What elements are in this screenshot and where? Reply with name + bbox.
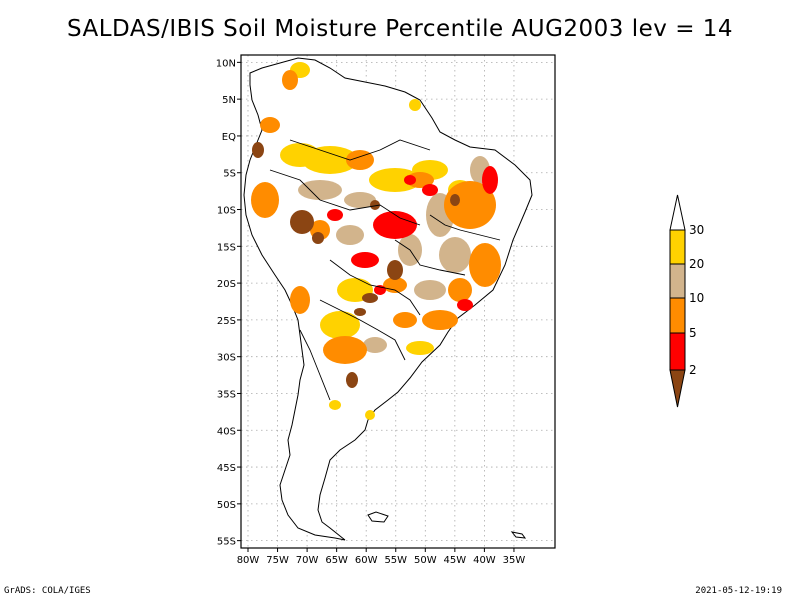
anomaly-patch (327, 209, 343, 221)
anomaly-patch (370, 200, 380, 210)
anomaly-patch (409, 99, 421, 111)
anomaly-patch (482, 166, 498, 194)
x-tick-label: 70W (296, 555, 319, 566)
anomaly-patch (329, 400, 341, 410)
anomaly-patch (351, 252, 379, 268)
anomaly-patch (346, 372, 358, 388)
anomaly-patch (469, 243, 501, 287)
x-tick-label: 35W (503, 555, 526, 566)
falkland-islands (367, 511, 389, 523)
credit-label: GrADS: COLA/IGES (4, 586, 91, 596)
y-tick-label: 10N (216, 58, 236, 69)
x-tick-label: 75W (266, 555, 289, 566)
anomaly-patch (362, 293, 378, 303)
y-tick-label: 5N (222, 95, 236, 106)
y-tick-label: 50S (217, 500, 236, 511)
x-tick-label: 60W (355, 555, 378, 566)
country-borders (269, 139, 501, 401)
x-tick-label: 65W (325, 555, 348, 566)
legend-label: 2 (689, 363, 697, 377)
anomaly-patch (323, 336, 367, 364)
anomaly-patch (290, 210, 314, 234)
anomaly-patch (365, 410, 375, 420)
anomaly-patch (290, 286, 310, 314)
continent-outline (243, 57, 533, 541)
legend-label: 5 (689, 326, 697, 340)
anomaly-patch (298, 180, 342, 200)
x-tick-label: 40W (473, 555, 496, 566)
y-tick-label: 30S (217, 353, 236, 364)
map-title: SALDAS/IBIS Soil Moisture Percentile AUG… (66, 16, 734, 42)
legend-color-bin (669, 332, 686, 371)
anomaly-patch (404, 175, 416, 185)
anomaly-patch (457, 299, 473, 311)
legend-bottom-arrow (669, 369, 686, 408)
y-tick-label: 15S (217, 242, 236, 253)
anomaly-patch (444, 181, 496, 229)
anomaly-patch (393, 312, 417, 328)
anomaly-patch (369, 168, 421, 192)
legend-color-bin (669, 229, 686, 265)
map-frame (240, 54, 556, 549)
anomaly-patch (320, 311, 360, 339)
anomaly-patch (312, 232, 324, 244)
anomaly-patch (282, 70, 298, 90)
timestamp-label: 2021-05-12-19:19 (695, 586, 782, 596)
legend-color-bin (669, 263, 686, 299)
island-east (510, 531, 527, 539)
anomaly-patch (344, 192, 376, 208)
legend-label: 10 (689, 291, 704, 305)
anomaly-patch (260, 117, 280, 133)
y-tick-label: 45S (217, 463, 236, 474)
anomaly-patch (448, 278, 472, 302)
colorbar-legend: 30 20 10 5 2 (669, 194, 704, 408)
y-tick-label: 5S (223, 169, 236, 180)
y-tick-label: 20S (217, 279, 236, 290)
legend-label: 30 (689, 223, 704, 237)
y-tick-label: 25S (217, 316, 236, 327)
y-tick-label: 55S (217, 537, 236, 548)
y-tick-label: 10S (217, 206, 236, 217)
anomaly-patch (406, 341, 434, 355)
y-tick-label: 40S (217, 426, 236, 437)
south-america-landmass (243, 57, 533, 541)
anomaly-patch (422, 310, 458, 330)
anomaly-patch (280, 143, 320, 167)
legend-color-bin (669, 297, 686, 334)
x-axis-ticks: 80W 75W 70W 65W 60W 55W 50W 45W 40W 35W (237, 548, 526, 566)
y-tick-label: 35S (217, 389, 236, 400)
anomaly-patch (251, 182, 279, 218)
y-tick-label: EQ (222, 132, 236, 143)
anomaly-patch (387, 260, 403, 280)
anomaly-patch (346, 150, 374, 170)
legend-top-arrow (669, 194, 686, 231)
anomaly-patch (373, 211, 417, 239)
anomaly-patch (439, 237, 471, 273)
x-tick-label: 45W (444, 555, 467, 566)
y-axis-ticks: 10N 5N EQ 5S 10S 15S 20S 25S 30S 35S 40S 45S 50S 55S (216, 58, 241, 548)
anomaly-patch (336, 225, 364, 245)
soil-moisture-anomaly-layer (251, 62, 501, 420)
anomaly-patch (414, 280, 446, 300)
x-tick-label: 50W (414, 555, 437, 566)
x-tick-label: 80W (237, 555, 260, 566)
legend-label: 20 (689, 257, 704, 271)
anomaly-patch (363, 337, 387, 353)
anomaly-patch (252, 142, 264, 158)
anomaly-patch (422, 184, 438, 196)
anomaly-patch (354, 308, 366, 316)
x-tick-label: 55W (384, 555, 407, 566)
anomaly-patch (450, 194, 460, 206)
